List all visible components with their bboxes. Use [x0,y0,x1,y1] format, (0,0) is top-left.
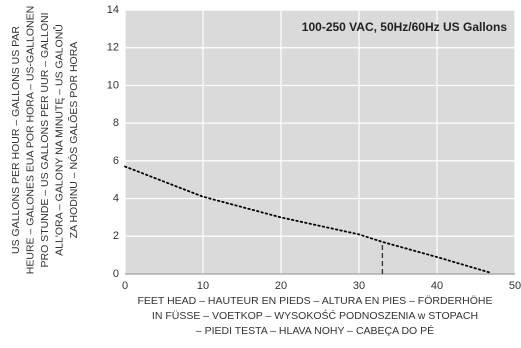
x-axis-label: IN FÜSSE – VOETKOP – WYSOKOŚĆ PODNOSZENI… [152,309,478,322]
x-tick-label: 50 [509,280,521,292]
y-tick-label: 12 [107,42,119,54]
x-axis-label: FEET HEAD – HAUTEUR EN PIEDS – ALTURA EN… [138,295,493,307]
x-tick-label: 0 [122,280,128,292]
plot-area [125,10,515,274]
data-line [124,165,493,274]
x-tick-label: 20 [275,280,287,292]
y-tick-label: 14 [107,4,119,16]
y-axis-label: US GALLONS PER HOUR – GALLONS US PAR [10,26,22,254]
y-tick-label: 4 [113,192,119,204]
x-tick-label: 40 [431,280,443,292]
annotation: 100-250 VAC, 50Hz/60Hz US Gallons [302,20,508,34]
x-tick-label: 10 [197,280,209,292]
x-tick-label: 30 [353,280,365,292]
y-tick-label: 10 [107,79,119,91]
y-tick-label: 0 [113,268,119,280]
y-tick-label: 8 [113,117,119,129]
y-axis-label: PRO STUNDE – US GALLONS PER UUR – GALLON… [39,13,51,268]
y-tick-label: 2 [113,230,119,242]
y-axis-label: HEURE – GALONES EUA POR HORA – US-GALLON… [24,6,36,274]
y-tick-label: 6 [113,155,119,167]
x-axis-label: – PIEDI TESTA – HLAVA NOHY – CABEÇA DO P… [196,324,434,337]
y-axis-label: ALL'ORA – GALONY NA MINUTĘ – US GALONŮ [52,24,65,256]
y-axis-label: ZA HODINU – NÓS GALÕES POR HORA [67,42,80,239]
